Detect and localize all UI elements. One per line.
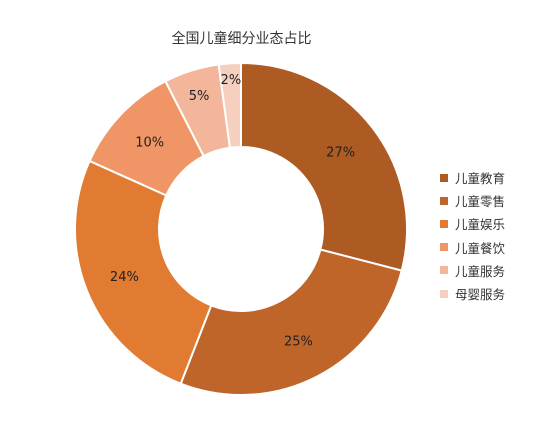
data-label-6: 2% bbox=[221, 73, 242, 88]
legend-label: 儿童教育 bbox=[455, 171, 506, 187]
legend-item-3: 儿童娱乐 bbox=[440, 212, 505, 235]
legend-label: 母婴服务 bbox=[455, 287, 506, 303]
legend-label: 儿童娱乐 bbox=[455, 217, 506, 233]
data-label-4: 10% bbox=[135, 136, 164, 151]
legend-item-1: 儿童教育 bbox=[440, 166, 505, 189]
legend-swatch bbox=[440, 219, 448, 228]
legend-item-6: 母婴服务 bbox=[440, 282, 505, 305]
chart-title: 全国儿童细分业态占比 bbox=[171, 31, 312, 47]
legend-label: 儿童餐饮 bbox=[455, 240, 506, 256]
legend-swatch bbox=[440, 173, 448, 182]
legend-swatch bbox=[440, 266, 448, 275]
data-label-5: 5% bbox=[189, 89, 210, 104]
legend-item-2: 儿童零售 bbox=[440, 189, 505, 212]
legend-swatch bbox=[440, 289, 448, 298]
slice-6 bbox=[217, 61, 242, 149]
legend-item-5: 儿童服务 bbox=[440, 259, 505, 282]
slice-3 bbox=[74, 159, 213, 385]
legend-label: 儿童零售 bbox=[455, 194, 506, 210]
data-label-3: 24% bbox=[110, 270, 139, 285]
legend-swatch bbox=[440, 196, 448, 205]
legend-swatch bbox=[440, 243, 448, 252]
legend-label: 儿童服务 bbox=[455, 263, 506, 279]
slice-1 bbox=[240, 61, 408, 272]
data-label-1: 27% bbox=[326, 145, 355, 160]
data-label-2: 25% bbox=[284, 335, 313, 350]
chart-legend: 儿童教育儿童零售儿童娱乐儿童餐饮儿童服务母婴服务 bbox=[440, 166, 505, 305]
legend-item-4: 儿童餐饮 bbox=[440, 236, 505, 259]
slice-2 bbox=[179, 248, 403, 396]
